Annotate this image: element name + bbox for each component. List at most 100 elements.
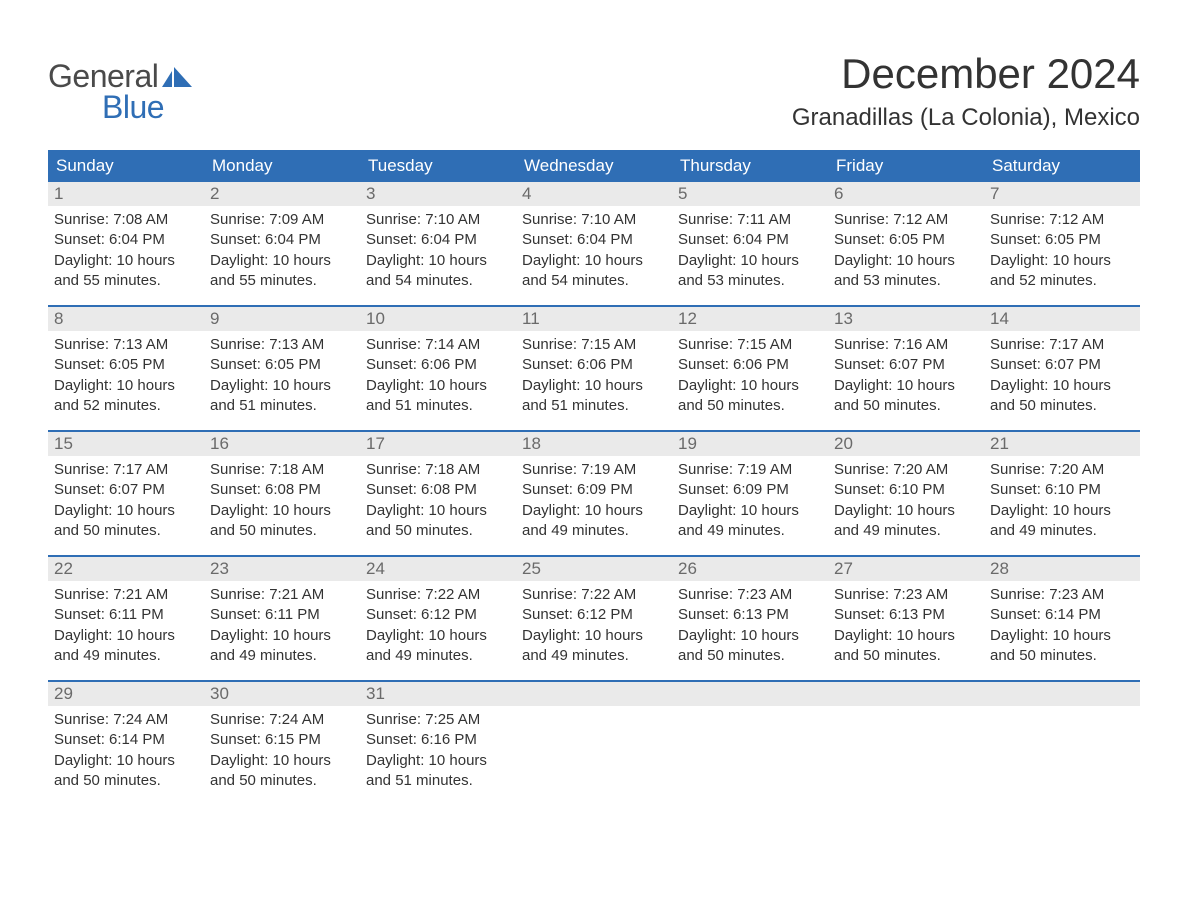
day-cell: 22Sunrise: 7:21 AMSunset: 6:11 PMDayligh… xyxy=(48,557,204,680)
day-body: Sunrise: 7:14 AMSunset: 6:06 PMDaylight:… xyxy=(360,331,516,416)
sunrise-text: Sunrise: 7:23 AM xyxy=(834,585,978,605)
daylight-line2: and 49 minutes. xyxy=(522,646,666,666)
sunset-text: Sunset: 6:09 PM xyxy=(678,480,822,500)
sunrise-text: Sunrise: 7:13 AM xyxy=(210,335,354,355)
daylight-line2: and 53 minutes. xyxy=(678,271,822,291)
daylight-line1: Daylight: 10 hours xyxy=(54,626,198,646)
day-number: 6 xyxy=(828,182,984,206)
day-cell: 7Sunrise: 7:12 AMSunset: 6:05 PMDaylight… xyxy=(984,182,1140,305)
daylight-line1: Daylight: 10 hours xyxy=(990,376,1134,396)
day-cell: 17Sunrise: 7:18 AMSunset: 6:08 PMDayligh… xyxy=(360,432,516,555)
daylight-line1: Daylight: 10 hours xyxy=(366,626,510,646)
sunrise-text: Sunrise: 7:20 AM xyxy=(990,460,1134,480)
day-body: Sunrise: 7:10 AMSunset: 6:04 PMDaylight:… xyxy=(516,206,672,291)
sunrise-text: Sunrise: 7:09 AM xyxy=(210,210,354,230)
day-number: 22 xyxy=(48,557,204,581)
daylight-line2: and 53 minutes. xyxy=(834,271,978,291)
day-cell: 23Sunrise: 7:21 AMSunset: 6:11 PMDayligh… xyxy=(204,557,360,680)
day-number: 1 xyxy=(48,182,204,206)
week-row: 1Sunrise: 7:08 AMSunset: 6:04 PMDaylight… xyxy=(48,182,1140,305)
dow-thursday: Thursday xyxy=(672,150,828,182)
daylight-line1: Daylight: 10 hours xyxy=(834,626,978,646)
sunrise-text: Sunrise: 7:22 AM xyxy=(366,585,510,605)
day-number: 10 xyxy=(360,307,516,331)
sunset-text: Sunset: 6:10 PM xyxy=(834,480,978,500)
sunset-text: Sunset: 6:05 PM xyxy=(54,355,198,375)
daylight-line1: Daylight: 10 hours xyxy=(366,751,510,771)
day-cell: 20Sunrise: 7:20 AMSunset: 6:10 PMDayligh… xyxy=(828,432,984,555)
day-cell: 24Sunrise: 7:22 AMSunset: 6:12 PMDayligh… xyxy=(360,557,516,680)
day-body: Sunrise: 7:17 AMSunset: 6:07 PMDaylight:… xyxy=(984,331,1140,416)
day-number: 26 xyxy=(672,557,828,581)
daylight-line2: and 49 minutes. xyxy=(522,521,666,541)
day-cell: 11Sunrise: 7:15 AMSunset: 6:06 PMDayligh… xyxy=(516,307,672,430)
sunrise-text: Sunrise: 7:19 AM xyxy=(522,460,666,480)
day-body: Sunrise: 7:13 AMSunset: 6:05 PMDaylight:… xyxy=(48,331,204,416)
sunrise-text: Sunrise: 7:18 AM xyxy=(366,460,510,480)
day-cell: 21Sunrise: 7:20 AMSunset: 6:10 PMDayligh… xyxy=(984,432,1140,555)
day-cell: 18Sunrise: 7:19 AMSunset: 6:09 PMDayligh… xyxy=(516,432,672,555)
daylight-line1: Daylight: 10 hours xyxy=(210,751,354,771)
day-body: Sunrise: 7:19 AMSunset: 6:09 PMDaylight:… xyxy=(672,456,828,541)
week-row: 29Sunrise: 7:24 AMSunset: 6:14 PMDayligh… xyxy=(48,680,1140,805)
daylight-line2: and 51 minutes. xyxy=(522,396,666,416)
daylight-line1: Daylight: 10 hours xyxy=(990,501,1134,521)
day-body: Sunrise: 7:20 AMSunset: 6:10 PMDaylight:… xyxy=(984,456,1140,541)
daylight-line2: and 49 minutes. xyxy=(990,521,1134,541)
day-number: 30 xyxy=(204,682,360,706)
sunset-text: Sunset: 6:08 PM xyxy=(366,480,510,500)
sunset-text: Sunset: 6:12 PM xyxy=(522,605,666,625)
daylight-line1: Daylight: 10 hours xyxy=(210,376,354,396)
sunrise-text: Sunrise: 7:25 AM xyxy=(366,710,510,730)
daylight-line2: and 50 minutes. xyxy=(990,396,1134,416)
day-cell: 4Sunrise: 7:10 AMSunset: 6:04 PMDaylight… xyxy=(516,182,672,305)
sunset-text: Sunset: 6:05 PM xyxy=(834,230,978,250)
day-number xyxy=(672,682,828,706)
title-block: December 2024 Granadillas (La Colonia), … xyxy=(792,40,1140,132)
day-cell: 10Sunrise: 7:14 AMSunset: 6:06 PMDayligh… xyxy=(360,307,516,430)
sunset-text: Sunset: 6:04 PM xyxy=(522,230,666,250)
day-cell: 28Sunrise: 7:23 AMSunset: 6:14 PMDayligh… xyxy=(984,557,1140,680)
sunset-text: Sunset: 6:06 PM xyxy=(678,355,822,375)
sunset-text: Sunset: 6:13 PM xyxy=(834,605,978,625)
day-cell: 12Sunrise: 7:15 AMSunset: 6:06 PMDayligh… xyxy=(672,307,828,430)
sunrise-text: Sunrise: 7:19 AM xyxy=(678,460,822,480)
sunset-text: Sunset: 6:07 PM xyxy=(990,355,1134,375)
day-cell: 29Sunrise: 7:24 AMSunset: 6:14 PMDayligh… xyxy=(48,682,204,805)
daylight-line2: and 55 minutes. xyxy=(210,271,354,291)
day-cell: 25Sunrise: 7:22 AMSunset: 6:12 PMDayligh… xyxy=(516,557,672,680)
day-number: 5 xyxy=(672,182,828,206)
daylight-line1: Daylight: 10 hours xyxy=(54,376,198,396)
day-body: Sunrise: 7:23 AMSunset: 6:13 PMDaylight:… xyxy=(828,581,984,666)
sunset-text: Sunset: 6:07 PM xyxy=(54,480,198,500)
sunrise-text: Sunrise: 7:20 AM xyxy=(834,460,978,480)
day-cell xyxy=(672,682,828,805)
calendar-page: General Blue December 2024 Granadillas (… xyxy=(0,0,1188,845)
sunrise-text: Sunrise: 7:15 AM xyxy=(678,335,822,355)
day-body: Sunrise: 7:21 AMSunset: 6:11 PMDaylight:… xyxy=(48,581,204,666)
daylight-line1: Daylight: 10 hours xyxy=(366,251,510,271)
daylight-line1: Daylight: 10 hours xyxy=(54,751,198,771)
sunrise-text: Sunrise: 7:10 AM xyxy=(366,210,510,230)
daylight-line1: Daylight: 10 hours xyxy=(522,626,666,646)
day-body: Sunrise: 7:15 AMSunset: 6:06 PMDaylight:… xyxy=(672,331,828,416)
daylight-line2: and 49 minutes. xyxy=(210,646,354,666)
week-row: 15Sunrise: 7:17 AMSunset: 6:07 PMDayligh… xyxy=(48,430,1140,555)
day-cell: 14Sunrise: 7:17 AMSunset: 6:07 PMDayligh… xyxy=(984,307,1140,430)
day-number: 7 xyxy=(984,182,1140,206)
day-cell: 6Sunrise: 7:12 AMSunset: 6:05 PMDaylight… xyxy=(828,182,984,305)
daylight-line2: and 52 minutes. xyxy=(990,271,1134,291)
sunset-text: Sunset: 6:15 PM xyxy=(210,730,354,750)
sunrise-text: Sunrise: 7:11 AM xyxy=(678,210,822,230)
day-number: 8 xyxy=(48,307,204,331)
dow-monday: Monday xyxy=(204,150,360,182)
sunset-text: Sunset: 6:10 PM xyxy=(990,480,1134,500)
sunset-text: Sunset: 6:04 PM xyxy=(54,230,198,250)
daylight-line1: Daylight: 10 hours xyxy=(210,501,354,521)
day-number: 15 xyxy=(48,432,204,456)
sunrise-text: Sunrise: 7:21 AM xyxy=(54,585,198,605)
sunset-text: Sunset: 6:04 PM xyxy=(366,230,510,250)
day-number: 2 xyxy=(204,182,360,206)
daylight-line2: and 50 minutes. xyxy=(834,396,978,416)
day-number: 31 xyxy=(360,682,516,706)
